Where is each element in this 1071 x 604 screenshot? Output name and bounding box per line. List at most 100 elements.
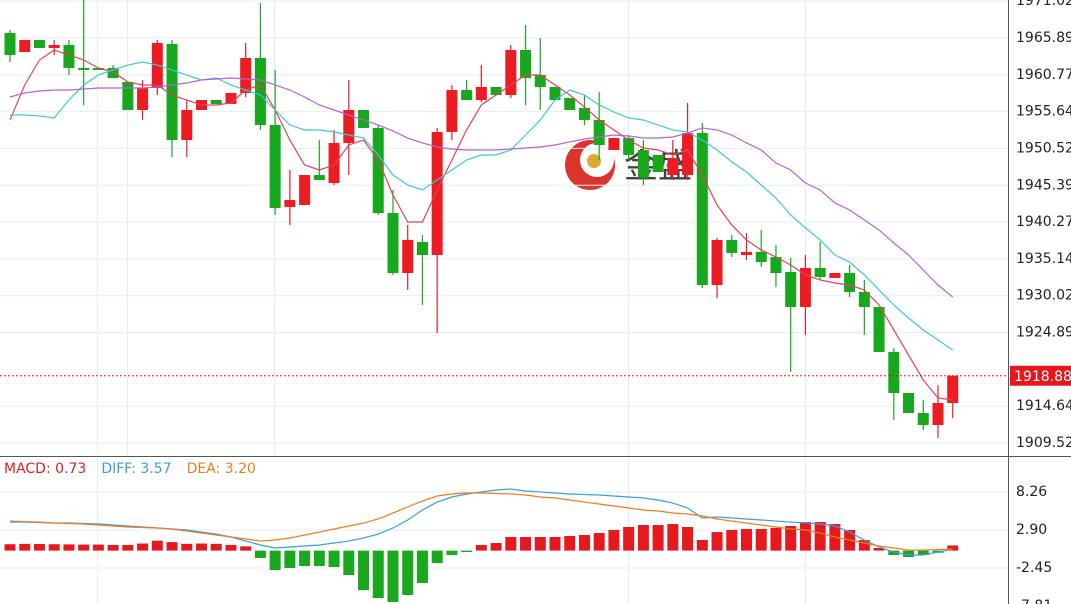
y-tick-label: 1950.52 bbox=[1016, 140, 1071, 156]
macd-bar bbox=[741, 528, 752, 551]
macd-bar bbox=[490, 543, 502, 551]
macd-bar bbox=[195, 543, 207, 551]
candle-body bbox=[402, 239, 414, 274]
macd-bar bbox=[564, 536, 576, 551]
macd-bar bbox=[122, 544, 134, 551]
macd-bar bbox=[858, 539, 870, 551]
candle-body bbox=[652, 154, 664, 172]
macd-bar bbox=[637, 525, 649, 551]
candle-body bbox=[240, 57, 252, 93]
candle-body bbox=[623, 138, 635, 155]
macd-bar bbox=[78, 544, 90, 551]
candle-body bbox=[490, 87, 502, 95]
candle-body bbox=[814, 267, 826, 277]
macd-bar bbox=[799, 522, 811, 551]
macd-bar bbox=[785, 526, 797, 551]
macd-bar bbox=[254, 550, 266, 558]
candle-body bbox=[358, 109, 370, 128]
y-tick-label: 1971.02 bbox=[1016, 0, 1071, 9]
candle-body bbox=[932, 402, 944, 425]
candle-body bbox=[858, 291, 870, 307]
macd-bar bbox=[107, 544, 119, 551]
macd-bar bbox=[431, 550, 443, 564]
y-tick-label: 1914.64 bbox=[1016, 398, 1071, 414]
macd-bar bbox=[770, 527, 782, 551]
candle-body bbox=[269, 125, 281, 208]
macd-bar bbox=[358, 550, 370, 591]
macd-bar bbox=[578, 535, 590, 551]
candle-body bbox=[225, 92, 237, 104]
macd-bar bbox=[947, 545, 959, 551]
y-tick-label: 1955.64 bbox=[1016, 104, 1071, 120]
macd-bar bbox=[814, 522, 826, 551]
candle-body bbox=[19, 40, 31, 53]
plot-layer bbox=[0, 0, 1008, 603]
candle-body bbox=[387, 213, 399, 274]
candle-body bbox=[63, 44, 75, 68]
candle-body bbox=[181, 109, 193, 141]
y-tick-label: -7.81 bbox=[1016, 598, 1052, 604]
macd-bar bbox=[755, 528, 767, 551]
macd-bar bbox=[917, 550, 929, 556]
y-tick-label: 1909.52 bbox=[1016, 435, 1071, 451]
macd-bar bbox=[48, 544, 60, 551]
candle-body bbox=[917, 412, 929, 425]
macd-bar bbox=[726, 529, 738, 551]
candle-body bbox=[770, 256, 782, 274]
macd-bar bbox=[181, 543, 193, 551]
macd-bar bbox=[225, 544, 237, 551]
candle-body bbox=[726, 239, 738, 253]
candle-body bbox=[829, 273, 841, 278]
candle-body bbox=[799, 267, 811, 307]
macd-bar bbox=[549, 537, 561, 551]
candle-body bbox=[711, 239, 723, 286]
candle-body bbox=[48, 44, 60, 48]
candle-body bbox=[873, 306, 885, 352]
candle-body bbox=[461, 90, 473, 101]
candle-body bbox=[254, 57, 266, 126]
candle-body bbox=[78, 67, 90, 70]
macd-bar bbox=[461, 550, 473, 553]
candle-body bbox=[313, 175, 325, 180]
indicator-line bbox=[9, 49, 953, 401]
candle-body bbox=[475, 87, 487, 101]
candle-body bbox=[637, 150, 649, 178]
y-tick-label: 1935.14 bbox=[1016, 251, 1071, 267]
candle-body bbox=[137, 88, 149, 110]
candle-body bbox=[903, 392, 915, 413]
candle-body bbox=[431, 131, 443, 255]
y-tick-label: 1940.27 bbox=[1016, 214, 1071, 230]
logo-dot bbox=[587, 154, 601, 168]
candle-body bbox=[122, 81, 134, 110]
macd-bar bbox=[240, 546, 252, 551]
macd-bar bbox=[416, 550, 428, 584]
macd-bar bbox=[210, 543, 222, 551]
macd-bar bbox=[711, 532, 723, 551]
macd-bar bbox=[534, 537, 546, 551]
macd-bar bbox=[313, 550, 325, 567]
indicator-line bbox=[9, 77, 954, 298]
candle-body bbox=[593, 119, 605, 145]
candle-body bbox=[343, 109, 355, 143]
macd-bar bbox=[137, 543, 149, 551]
candle-body bbox=[564, 97, 576, 110]
y-tick-label: 1965.89 bbox=[1016, 30, 1071, 46]
candle-body bbox=[446, 90, 458, 132]
macd-bar bbox=[387, 550, 399, 603]
candle-body bbox=[755, 251, 767, 263]
candle-body bbox=[844, 273, 856, 292]
last-price-box bbox=[1010, 365, 1071, 386]
legend-entry: DEA: 3.20 bbox=[187, 461, 256, 477]
macd-bar bbox=[593, 533, 605, 551]
macd-bar bbox=[888, 550, 900, 556]
candle-body bbox=[299, 175, 311, 205]
indicator-line bbox=[9, 492, 953, 551]
macd-bar bbox=[151, 540, 163, 551]
macd-bar bbox=[284, 550, 296, 568]
candle-body bbox=[947, 375, 959, 403]
watermark: 金盛 bbox=[565, 140, 692, 190]
labels-layer: 1971.02 1965.89 1960.77 1955.64 1950.52 1945.… bbox=[4, 0, 1071, 604]
candle-body bbox=[741, 251, 752, 255]
